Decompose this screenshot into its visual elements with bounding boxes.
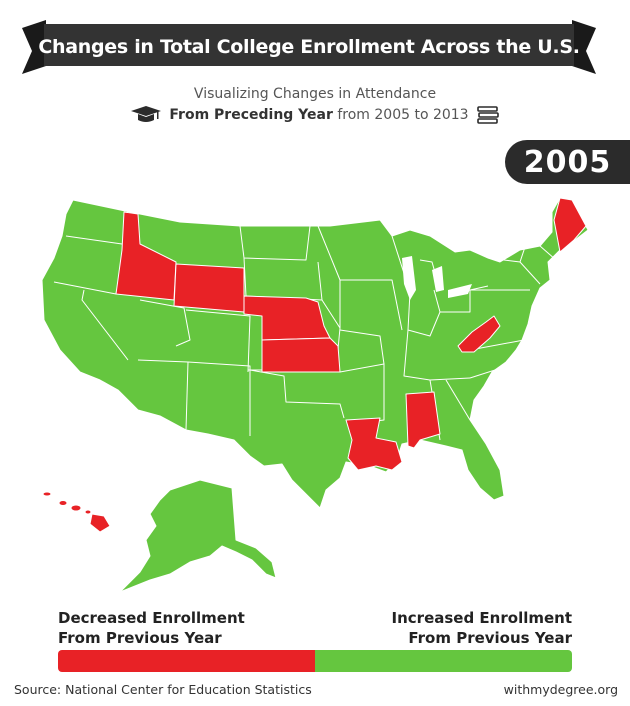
legend-increased-line2: From Previous Year xyxy=(408,629,572,647)
legend-bar xyxy=(58,650,572,672)
legend-bar-decreased xyxy=(58,650,315,672)
year-badge: 2005 xyxy=(505,140,630,184)
subtitle-rest: from 2005 to 2013 xyxy=(337,107,469,123)
legend-decreased-line2: From Previous Year xyxy=(58,629,222,647)
legend-bar-increased xyxy=(315,650,572,672)
graduation-cap-icon xyxy=(131,106,162,122)
site-link[interactable]: withmydegree.org xyxy=(503,682,618,697)
subtitle: Visualizing Changes in Attendance xyxy=(193,86,437,102)
legend-decreased-line1: Decreased Enrollment xyxy=(58,609,245,627)
legend-increased-line1: Increased Enrollment xyxy=(391,609,572,627)
state-louisiana xyxy=(345,417,403,471)
state-west-virginia xyxy=(457,315,501,353)
state-hawaii xyxy=(42,491,111,533)
page-title: Changes in Total College Enrollment Acro… xyxy=(38,36,580,58)
state-alaska xyxy=(119,479,277,593)
state-kansas xyxy=(261,337,341,373)
state-alabama xyxy=(405,391,441,449)
state-wyoming xyxy=(173,263,245,313)
title-banner xyxy=(22,20,596,74)
subtitle-bold: From Preceding Year xyxy=(169,107,333,123)
legend-decreased: Decreased Enrollment From Previous Year xyxy=(58,608,245,648)
legend-increased: Increased Enrollment From Previous Year xyxy=(392,608,572,648)
state-maine xyxy=(553,197,587,253)
books-stack-icon xyxy=(476,106,499,124)
source-text: Source: National Center for Education St… xyxy=(14,682,312,697)
great-lakes xyxy=(402,256,472,300)
subtitle-line-2: From Preceding Year from 2005 to 2013 xyxy=(0,106,630,124)
